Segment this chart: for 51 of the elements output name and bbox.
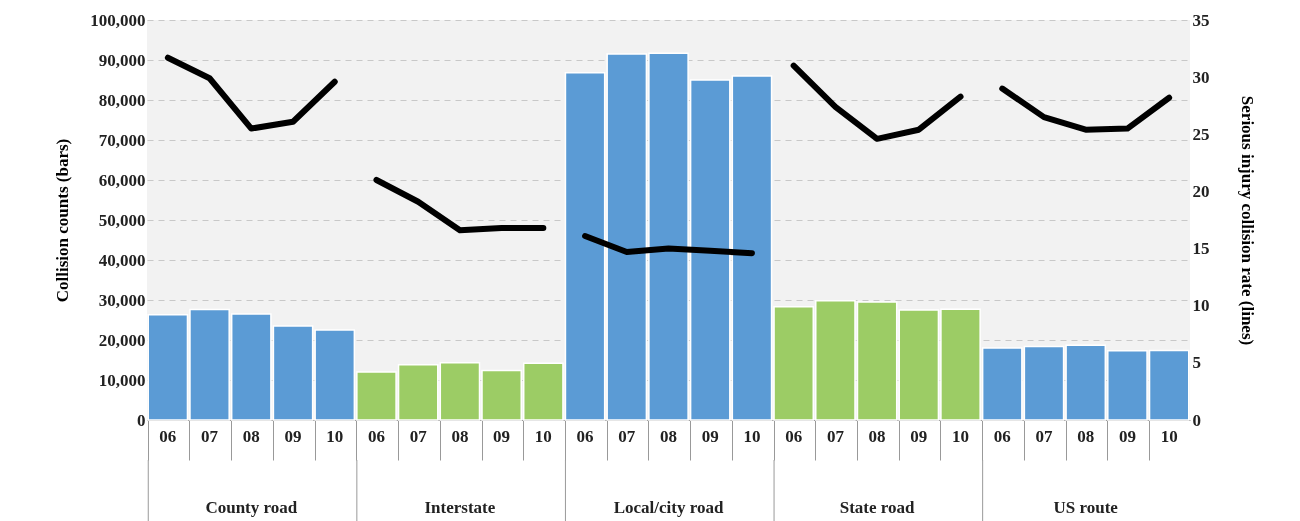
x-tick-label: 10 <box>952 426 970 446</box>
y-axis-title: Collision counts (bars) <box>53 138 73 303</box>
y2-tick-label: 25 <box>1192 124 1210 144</box>
y2-tick-label: 5 <box>1192 353 1201 373</box>
x-tick-label: 10 <box>326 426 344 446</box>
x-tick-label: 06 <box>159 426 177 446</box>
text: County road <box>205 498 298 517</box>
x-tick-label: 08 <box>451 426 469 446</box>
y2-tick-label: 20 <box>1192 181 1210 201</box>
x-tick-label: 08 <box>868 426 886 446</box>
y-tick-label: 0 <box>137 410 146 430</box>
x-tick-label: 06 <box>785 426 803 446</box>
x-tick-label: 10 <box>1160 426 1178 446</box>
x-tick-label: 08 <box>1077 426 1095 446</box>
y2-tick-label: 15 <box>1192 239 1210 259</box>
x-tick-label: 09 <box>1118 426 1136 446</box>
y-tick-label: 60,000 <box>98 170 146 190</box>
x-tick-label: 09 <box>284 426 302 446</box>
y-tick-label: 20,000 <box>98 330 146 350</box>
y2-tick-label: 35 <box>1192 10 1210 30</box>
x-tick-label: 07 <box>409 426 428 446</box>
y-tick-label: 100,000 <box>90 10 146 30</box>
x-tick-label: 06 <box>993 426 1011 446</box>
y-tick-label: 80,000 <box>98 90 146 110</box>
x-tick-label: 09 <box>910 426 928 446</box>
x-tick-label: 10 <box>534 426 552 446</box>
y-tick-label: 40,000 <box>98 250 146 270</box>
y-tick-label: 10,000 <box>98 370 146 390</box>
text: State road <box>839 498 916 517</box>
y-tick-label: 90,000 <box>98 50 146 70</box>
y-tick-label: 30,000 <box>98 290 146 310</box>
x-tick-label: 07 <box>1035 426 1053 446</box>
x-tick-label: 08 <box>242 426 260 446</box>
x-tick-label: 06 <box>367 426 385 446</box>
y2-tick-label: 30 <box>1192 67 1210 87</box>
y2-axis-title: Serious injury collision rate (lines) <box>1237 95 1257 346</box>
y-tick-label: 70,000 <box>98 130 146 150</box>
x-tick-label: 09 <box>701 426 719 446</box>
y2-tick-label: 0 <box>1192 410 1201 430</box>
y2-tick-label: 10 <box>1192 296 1210 316</box>
y-tick-label: 50,000 <box>98 210 146 230</box>
x-tick-label: 07 <box>201 426 219 446</box>
x-tick-label: 08 <box>660 426 677 446</box>
x-tick-label: 09 <box>493 426 511 446</box>
text: Interstate <box>424 498 496 517</box>
text: Local/city road <box>613 498 724 517</box>
x-tick-label: 06 <box>576 426 594 446</box>
x-tick-label: 10 <box>743 426 761 446</box>
text: US route <box>1053 498 1119 517</box>
x-tick-label: 07 <box>826 426 845 446</box>
x-tick-label: 07 <box>618 426 636 446</box>
